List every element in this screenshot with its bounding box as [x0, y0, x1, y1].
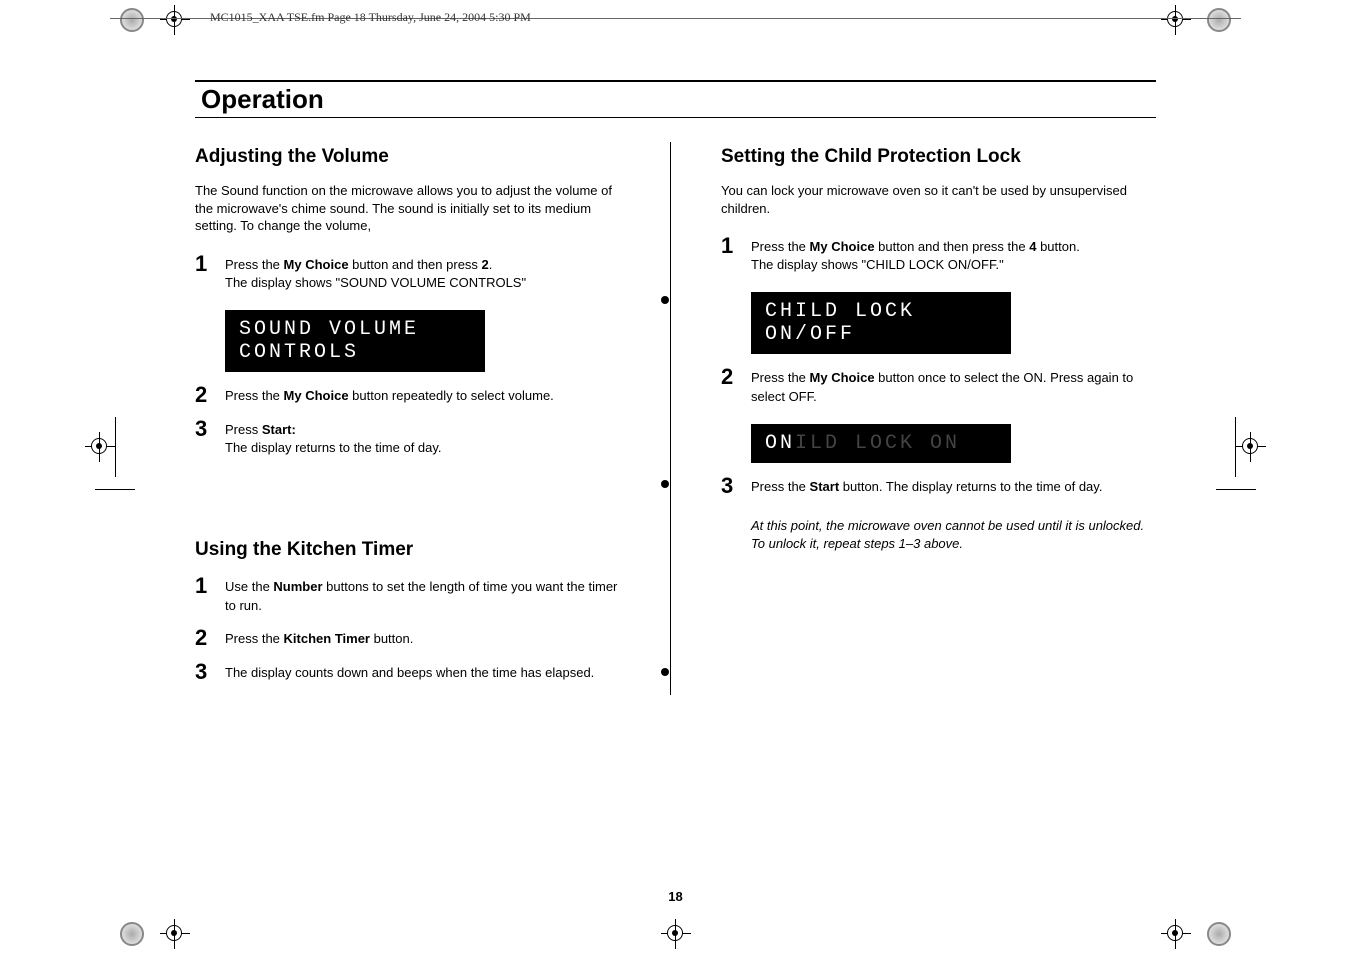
step-text: The display counts down and beeps when t…: [225, 665, 594, 680]
step-number: 2: [195, 627, 213, 649]
step-body: Press the My Choice button and then pres…: [751, 235, 1156, 274]
step-number: 1: [195, 575, 213, 614]
registration-cross-icon: [160, 919, 190, 949]
step-body: Press Start: The display returns to the …: [225, 418, 630, 457]
step-text: button.: [1036, 239, 1079, 254]
column-divider: [670, 142, 671, 695]
step-text: .: [489, 257, 493, 272]
page-number: 18: [668, 889, 682, 904]
lcd-dim: ILD LOCK ON: [795, 432, 960, 455]
lcd-display: ONILD LOCK ON: [751, 424, 1011, 463]
registration-cross-icon: [661, 919, 691, 949]
step-body: Press the My Choice button repeatedly to…: [225, 384, 630, 406]
step-text: button repeatedly to select volume.: [349, 388, 554, 403]
step-text: button. The display returns to the time …: [839, 479, 1102, 494]
print-mark-icon: [1207, 8, 1231, 32]
step-number: 3: [195, 661, 213, 683]
step: 3 Press the Start button. The display re…: [721, 475, 1156, 497]
section-intro: The Sound function on the microwave allo…: [195, 182, 630, 235]
step-body: Press the My Choice button once to selec…: [751, 366, 1156, 405]
step-body: Press the Start button. The display retu…: [751, 475, 1156, 497]
step-text: Press the: [751, 239, 810, 254]
step-number: 2: [721, 366, 739, 405]
section-title: Setting the Child Protection Lock: [721, 146, 1156, 168]
page-content: Operation Adjusting the Volume The Sound…: [195, 80, 1156, 894]
section-title: Adjusting the Volume: [195, 146, 630, 168]
crop-line: [115, 417, 116, 477]
registration-cross-icon: [1161, 5, 1191, 35]
crop-line: [1235, 417, 1236, 477]
section-title: Using the Kitchen Timer: [195, 539, 630, 561]
step-body: Press the My Choice button and then pres…: [225, 253, 630, 292]
right-column: Setting the Child Protection Lock You ca…: [701, 146, 1156, 695]
lcd-display: CHILD LOCK ON/OFF: [751, 292, 1011, 354]
chapter-title: Operation: [195, 84, 1156, 118]
step-text: button and then press: [349, 257, 482, 272]
step-number: 3: [721, 475, 739, 497]
step: 3 Press Start: The display returns to th…: [195, 418, 630, 457]
spacer: [195, 469, 630, 539]
step-text: Press the: [225, 257, 284, 272]
step-text: The display shows "CHILD LOCK ON/OFF.": [751, 257, 1004, 272]
step-text: Press the: [751, 370, 810, 385]
step-text: Use the: [225, 579, 273, 594]
step-bold: 2: [482, 257, 489, 272]
step-bold: My Choice: [284, 257, 349, 272]
print-mark-icon: [120, 8, 144, 32]
step: 3 The display counts down and beeps when…: [195, 661, 630, 683]
step: 2 Press the My Choice button repeatedly …: [195, 384, 630, 406]
step-bold: Start: [810, 479, 840, 494]
step-bold: Start:: [262, 422, 296, 437]
step-bold: Kitchen Timer: [284, 631, 370, 646]
step-number: 2: [195, 384, 213, 406]
lcd-bright: ON: [765, 432, 795, 455]
step: 1 Press the My Choice button and then pr…: [721, 235, 1156, 274]
step: 1 Use the Number buttons to set the leng…: [195, 575, 630, 614]
registration-cross-icon: [160, 5, 190, 35]
chapter-rule: [195, 80, 1156, 82]
step-text: Press the: [225, 631, 284, 646]
step-body: The display counts down and beeps when t…: [225, 661, 630, 683]
crop-line: [1216, 489, 1256, 490]
step-body: Use the Number buttons to set the length…: [225, 575, 630, 614]
step-bold: My Choice: [284, 388, 349, 403]
step-text: button.: [370, 631, 413, 646]
columns: Adjusting the Volume The Sound function …: [195, 146, 1156, 695]
step: 2 Press the Kitchen Timer button.: [195, 627, 630, 649]
step-bold: Number: [273, 579, 322, 594]
step-text: Press the: [751, 479, 810, 494]
step-body: Press the Kitchen Timer button.: [225, 627, 630, 649]
step: 2 Press the My Choice button once to sel…: [721, 366, 1156, 405]
lcd-display: SOUND VOLUME CONTROLS: [225, 310, 485, 372]
step-number: 1: [195, 253, 213, 292]
italic-note: At this point, the microwave oven cannot…: [751, 517, 1156, 553]
left-column: Adjusting the Volume The Sound function …: [195, 146, 640, 695]
step-text: Press: [225, 422, 262, 437]
print-mark-icon: [120, 922, 144, 946]
crop-line: [95, 489, 135, 490]
step-number: 3: [195, 418, 213, 457]
print-mark-icon: [1207, 922, 1231, 946]
step-bold: My Choice: [810, 370, 875, 385]
step-number: 1: [721, 235, 739, 274]
registration-cross-icon: [1236, 432, 1266, 462]
header-meta: MC1015_XAA TSE.fm Page 18 Thursday, June…: [210, 10, 531, 25]
step-text: The display returns to the time of day.: [225, 440, 442, 455]
step: 1 Press the My Choice button and then pr…: [195, 253, 630, 292]
registration-cross-icon: [85, 432, 115, 462]
step-text: Press the: [225, 388, 284, 403]
step-text: button and then press the: [875, 239, 1030, 254]
step-bold: My Choice: [810, 239, 875, 254]
step-text: The display shows "SOUND VOLUME CONTROLS…: [225, 275, 526, 290]
registration-cross-icon: [1161, 919, 1191, 949]
section-intro: You can lock your microwave oven so it c…: [721, 182, 1156, 217]
